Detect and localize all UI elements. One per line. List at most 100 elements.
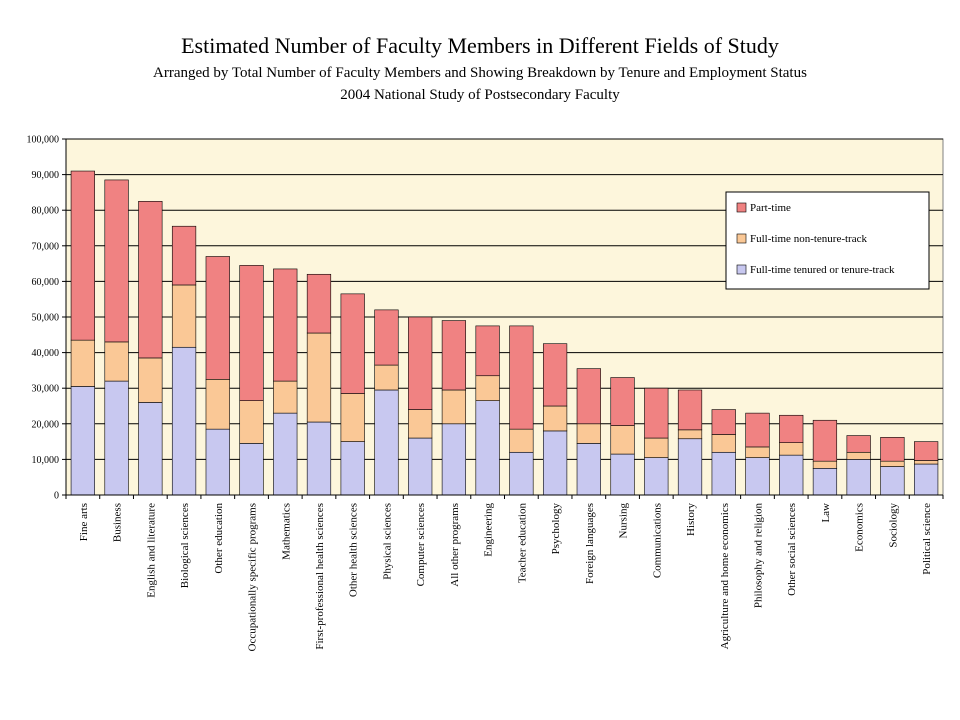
x-tick-label: Law [820,503,832,523]
bar-segment-tenured [70,386,95,496]
y-tick-label: 50,000 [32,313,60,324]
bar-segment-part-time [576,368,601,425]
y-tick-label: 10,000 [32,455,60,466]
y-tick-label: 0 [54,491,59,502]
bar-segment-part-time [745,412,770,448]
x-tick-label: Physical sciences [381,503,393,580]
bar-segment-non-tenure-track [745,446,770,458]
y-tick-label: 30,000 [32,384,60,395]
bar-segment-tenured [711,451,736,496]
bar-segment-non-tenure-track [914,460,939,465]
bar-segment-non-tenure-track [779,442,804,456]
bar-segment-part-time [846,435,871,453]
x-tick-label: Mathematics [280,503,292,560]
x-tick-label: English and literature [145,503,157,598]
bar-segment-tenured [104,380,129,496]
bar-segment-non-tenure-track [880,460,905,467]
bar-segment-non-tenure-track [70,339,95,387]
bar-segment-tenured [306,421,332,496]
x-tick-label: Philosophy and religion [752,503,764,609]
bar-segment-non-tenure-track [441,389,467,425]
bar-segment-part-time [779,414,804,443]
bar-segment-tenured [171,346,197,496]
bar-segment-tenured [340,441,365,496]
x-tick-label: Economics [854,503,866,552]
bar-segment-part-time [914,441,939,461]
bar-segment-part-time [812,419,838,462]
bar-segment-tenured [846,459,871,496]
x-tick-label: Other education [213,503,225,574]
bar-segment-tenured [677,438,703,496]
bar-segment-part-time [273,268,298,382]
bar-segment-non-tenure-track [475,375,500,401]
y-tick-label: 90,000 [32,170,60,181]
bar-segment-tenured [509,451,534,496]
x-tick-label: Computer sciences [415,503,427,586]
bar-segment-tenured [205,428,230,496]
legend-label: Full-time non-tenure-track [750,233,867,245]
x-tick-label: First-professional health sciences [314,503,326,650]
x-tick-label: Political science [921,503,933,575]
y-tick-label: 100,000 [27,135,60,146]
chart-subtitle-source: 2004 National Study of Postsecondary Fac… [340,87,620,103]
bar-segment-non-tenure-track [846,451,871,460]
bar-segment-part-time [104,179,129,343]
x-tick-label: Biological sciences [179,503,191,588]
bar-segment-non-tenure-track [711,434,736,453]
bar-segment-tenured [408,437,433,496]
bar-segment-part-time [205,256,230,380]
bar-segment-part-time [408,316,433,410]
bar-segment-part-time [340,293,365,394]
bar-segment-part-time [880,437,905,462]
bar-segment-non-tenure-track [273,380,298,414]
legend-swatch [736,202,747,213]
bar-segment-part-time [441,320,467,391]
legend-box [725,191,930,290]
y-tick-label: 70,000 [32,241,60,252]
bar-segment-non-tenure-track [104,341,129,382]
bar-segment-part-time [542,343,568,407]
bar-segment-non-tenure-track [677,429,703,440]
x-tick-label: Teacher education [516,503,528,584]
bar-segment-non-tenure-track [374,364,399,391]
bar-segment-part-time [306,273,332,334]
y-tick-label: 40,000 [32,348,60,359]
bar-segment-tenured [914,463,939,496]
bar-segment-tenured [745,457,770,496]
bar-segment-part-time [475,325,500,377]
bar-segment-tenured [542,430,568,496]
bar-segment-part-time [644,387,669,439]
bar-segment-non-tenure-track [340,393,365,442]
bar-segment-tenured [576,443,601,496]
x-tick-label: Engineering [483,503,495,557]
bar-segment-non-tenure-track [542,405,568,432]
bar-segment-part-time [610,377,635,426]
bar-segment-part-time [138,201,163,359]
bar-segment-part-time [70,170,95,341]
bar-segment-non-tenure-track [576,423,601,444]
x-tick-label: Communications [651,503,663,578]
bar-segment-tenured [880,466,905,496]
x-tick-label: Psychology [550,503,562,555]
x-tick-label: Fine arts [78,503,90,541]
x-tick-label: Other health sciences [348,503,360,597]
bar-segment-tenured [644,457,669,496]
y-tick-label: 20,000 [32,419,60,430]
chart-title: Estimated Number of Faculty Members in D… [181,33,779,58]
bar-segment-part-time [711,409,736,435]
x-tick-label: Occupationally specific programs [247,503,259,651]
bar-segment-tenured [475,400,500,496]
bar-segment-non-tenure-track [509,428,534,453]
bar-segment-non-tenure-track [610,425,635,455]
bar-segment-non-tenure-track [205,378,230,430]
bar-segment-non-tenure-track [171,284,197,348]
chart-subtitle: Arranged by Total Number of Faculty Memb… [153,65,807,81]
bar-segment-non-tenure-track [812,460,838,469]
bar-segment-non-tenure-track [644,437,669,458]
bar-segment-non-tenure-track [239,400,264,444]
bar-segment-part-time [677,389,703,431]
bar-segment-tenured [138,402,163,496]
legend-swatch [736,233,747,244]
x-tick-label: Other social sciences [786,503,798,596]
